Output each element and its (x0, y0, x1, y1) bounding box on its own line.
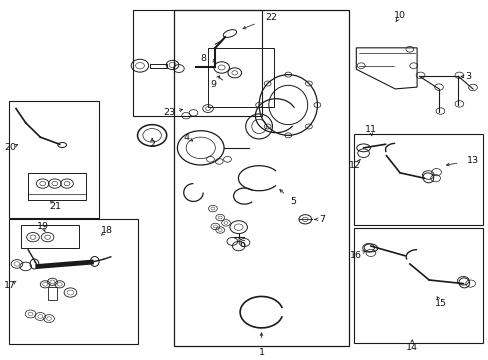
Text: 19: 19 (37, 222, 49, 231)
Bar (28, 173, 86, 200)
Bar (174, 10, 348, 346)
Text: 11: 11 (364, 126, 376, 135)
Text: 1: 1 (258, 348, 264, 357)
Bar (21, 225, 79, 248)
Bar (47, 287, 57, 300)
Text: 7: 7 (319, 215, 325, 224)
Text: 15: 15 (434, 299, 447, 308)
Bar (353, 228, 482, 342)
Text: 20: 20 (4, 143, 16, 152)
Bar (9, 102, 99, 217)
Text: 16: 16 (349, 251, 362, 260)
Text: 6: 6 (239, 240, 244, 249)
Text: 5: 5 (289, 197, 296, 206)
Text: 12: 12 (348, 161, 361, 170)
Text: 14: 14 (406, 343, 417, 352)
Text: 9: 9 (210, 80, 216, 89)
Text: 22: 22 (264, 13, 277, 22)
Text: 13: 13 (466, 156, 478, 165)
Text: 21: 21 (49, 202, 61, 211)
Text: 10: 10 (393, 11, 405, 20)
Text: 8: 8 (200, 54, 206, 63)
Bar (9, 219, 137, 344)
Text: 3: 3 (464, 72, 470, 81)
Text: 18: 18 (101, 226, 113, 235)
Text: 17: 17 (4, 281, 16, 290)
Bar (353, 134, 482, 225)
Bar (149, 64, 166, 68)
Text: 4: 4 (183, 132, 189, 141)
Bar (132, 10, 261, 116)
Text: 23: 23 (163, 108, 175, 117)
Bar (207, 48, 273, 107)
Text: 2: 2 (149, 140, 155, 149)
